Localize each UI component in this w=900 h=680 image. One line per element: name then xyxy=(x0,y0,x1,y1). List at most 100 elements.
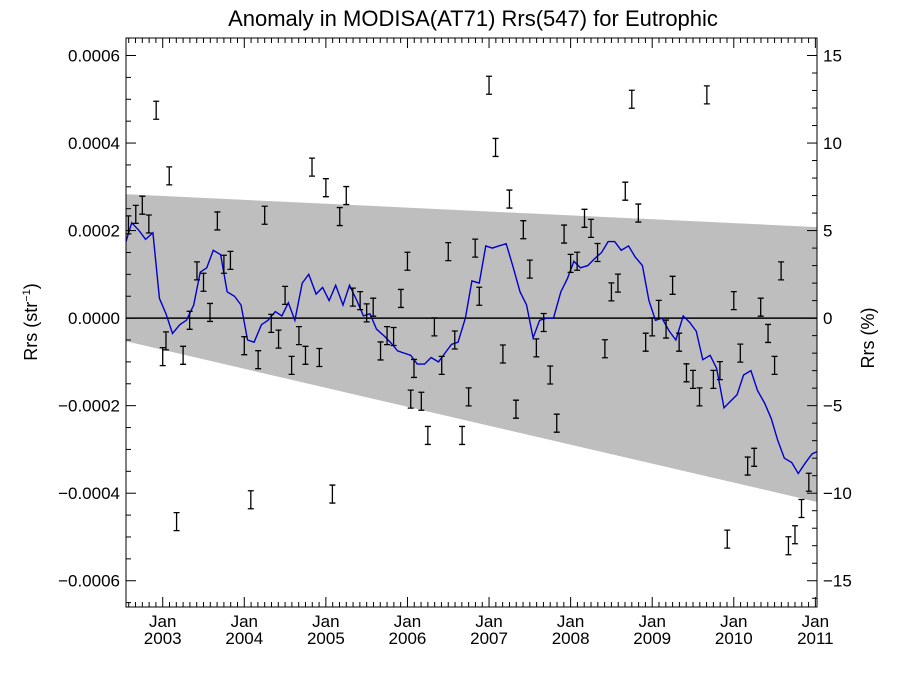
x-tick-label-month: Jan xyxy=(638,612,665,631)
data-point xyxy=(329,484,336,504)
data-point xyxy=(336,206,343,227)
data-point xyxy=(506,189,513,209)
data-point xyxy=(282,285,289,306)
y-tick-label-left: −0.0002 xyxy=(58,397,120,416)
data-point xyxy=(476,286,483,306)
data-point xyxy=(316,347,323,368)
data-point xyxy=(407,389,414,409)
chart-title: Anomaly in MODISA(AT71) Rrs(547) for Eut… xyxy=(228,6,718,31)
data-points-layer xyxy=(125,75,812,556)
x-tick-label-month: Jan xyxy=(720,612,747,631)
data-point xyxy=(594,242,601,263)
x-tick-label-year: 2004 xyxy=(225,629,263,648)
y-tick-label-left: 0.0006 xyxy=(68,47,120,66)
data-point xyxy=(288,355,295,376)
data-point xyxy=(737,343,744,363)
data-point xyxy=(459,425,466,446)
y-tick-label-right: 10 xyxy=(823,134,842,153)
data-point xyxy=(744,456,751,476)
trend-envelope-layer xyxy=(126,194,817,502)
data-point xyxy=(751,447,758,467)
data-point xyxy=(533,338,540,358)
y-tick-label-left: 0.0002 xyxy=(68,222,120,241)
data-point xyxy=(261,205,268,225)
data-point xyxy=(357,290,364,311)
x-tick-label-year: 2007 xyxy=(470,629,508,648)
data-point xyxy=(207,302,214,323)
data-point xyxy=(526,259,533,279)
data-point xyxy=(765,323,772,344)
y-tick-label-left: 0.0004 xyxy=(68,134,120,153)
data-point xyxy=(601,339,608,359)
data-point xyxy=(418,391,425,411)
x-tick-label-month: Jan xyxy=(475,612,502,631)
data-point xyxy=(363,303,370,323)
data-point xyxy=(424,425,431,446)
data-point xyxy=(642,332,649,352)
x-tick-label-year: 2005 xyxy=(307,629,345,648)
data-point xyxy=(166,166,173,186)
data-point xyxy=(553,413,560,433)
data-point xyxy=(220,254,227,274)
data-point xyxy=(162,331,169,351)
trend-envelope xyxy=(126,194,817,502)
x-tick-label-year: 2006 xyxy=(389,629,427,648)
data-point xyxy=(663,319,670,339)
data-point xyxy=(608,282,615,302)
data-point xyxy=(540,312,547,333)
y-tick-label-right: −5 xyxy=(823,397,842,416)
data-point xyxy=(132,204,139,225)
smoothed-line-layer xyxy=(125,221,818,475)
y-axis-label-left-base: Rrs (str xyxy=(21,302,41,361)
data-point xyxy=(547,365,554,385)
data-point xyxy=(567,253,574,274)
data-point xyxy=(486,75,493,95)
data-point xyxy=(268,313,275,334)
data-point xyxy=(730,290,737,311)
data-point xyxy=(785,536,792,556)
x-tick-label-year: 2003 xyxy=(144,629,182,648)
y-axis-label-left-sup: −1 xyxy=(21,289,33,302)
data-point xyxy=(520,220,527,240)
data-point xyxy=(397,288,404,309)
smoothed-line xyxy=(125,221,818,475)
data-point xyxy=(186,310,193,330)
y-tick-label-right: −10 xyxy=(823,484,852,503)
y-tick-label-right: 5 xyxy=(823,222,832,241)
x-tick-label-year: 2010 xyxy=(715,629,753,648)
data-point xyxy=(512,399,519,419)
data-point xyxy=(581,208,588,228)
data-point xyxy=(302,345,309,365)
data-point xyxy=(349,287,356,307)
data-point xyxy=(703,85,710,105)
data-point xyxy=(628,89,635,109)
data-point xyxy=(716,360,723,381)
data-point xyxy=(241,336,248,356)
data-point xyxy=(451,330,458,350)
data-point xyxy=(390,326,397,347)
ticks-layer: 0.0006 0.0004 0.0002 0.0000 −0.0002 −0.0004 −0… xyxy=(58,37,852,648)
data-point xyxy=(438,355,445,376)
data-point xyxy=(778,261,785,281)
data-point xyxy=(655,299,662,320)
data-point xyxy=(771,355,778,376)
y-tick-label-right: −15 xyxy=(823,572,852,591)
data-point xyxy=(689,369,696,390)
data-point xyxy=(635,203,642,223)
data-point xyxy=(724,529,731,549)
data-point xyxy=(384,325,391,346)
data-point xyxy=(499,344,506,364)
y-tick-label-right: 15 xyxy=(823,47,842,66)
plot-frame xyxy=(125,37,818,608)
data-point xyxy=(696,387,703,407)
data-point xyxy=(669,275,676,295)
data-point xyxy=(193,261,200,281)
x-tick-label-year: 2011 xyxy=(797,629,834,648)
axes-layer xyxy=(125,37,818,608)
y-axis-label-left: Rrs (str−1) xyxy=(21,283,41,361)
x-tick-label-year: 2008 xyxy=(552,629,590,648)
data-point xyxy=(275,329,282,349)
data-point xyxy=(676,332,683,352)
data-point xyxy=(492,137,499,158)
data-point xyxy=(683,363,690,383)
